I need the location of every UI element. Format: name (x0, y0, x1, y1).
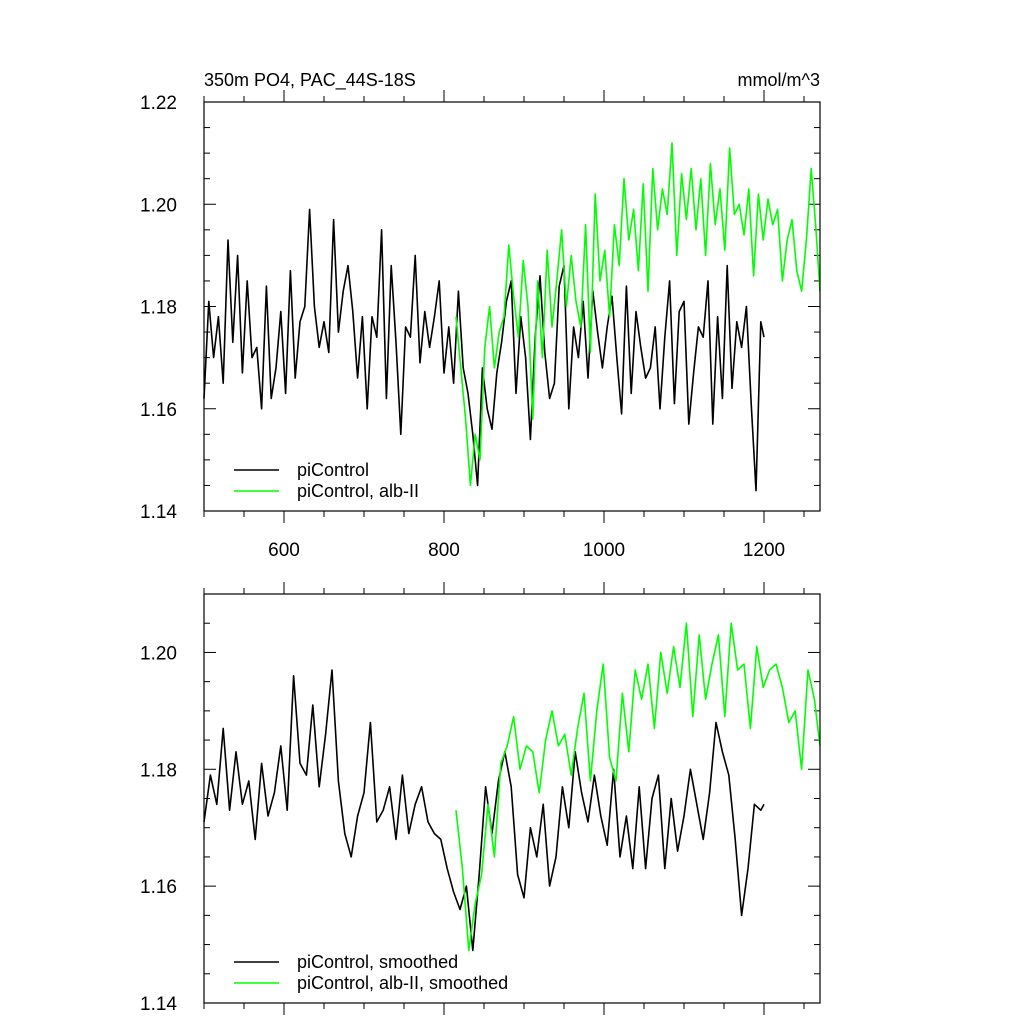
x-tick-label: 600 (268, 540, 300, 561)
y-tick-label: 1.14 (140, 502, 177, 523)
y-tick-label: 1.22 (140, 93, 177, 114)
bottom-panel-ticks: 1.14 1.16 1.18 1.20 (140, 582, 820, 1015)
x-tick-label: 1200 (743, 540, 785, 561)
top-panel-title: 350m PO4, PAC_44S-18S (204, 70, 416, 91)
series-line-picontrol (203, 669, 765, 952)
bottom-panel-frame (203, 593, 821, 1004)
series-line-picontrol (203, 208, 765, 492)
y-tick-label: 1.18 (140, 760, 177, 781)
bottom-panel: 1.14 1.16 1.18 1.20 piControl, smoothed piC… (140, 582, 821, 1015)
legend-label-picontrol: piControl (297, 460, 369, 480)
y-tick-label: 1.16 (140, 877, 177, 898)
y-tick-label: 1.16 (140, 400, 177, 421)
x-tick-label: 800 (428, 540, 460, 561)
y-tick-label: 1.18 (140, 298, 177, 319)
top-panel-units: mmol/m^3 (738, 70, 820, 90)
y-tick-label: 1.14 (140, 994, 177, 1015)
top-panel: 350m PO4, PAC_44S-18S mmol/m^3 1.141.161… (140, 70, 821, 561)
y-tick-label: 1.20 (140, 195, 177, 216)
bottom-panel-legend: piControl, smoothed piControl, alb-II, s… (234, 952, 508, 993)
top-panel-series (203, 142, 821, 492)
legend-label-picontrol-smoothed: piControl, smoothed (297, 952, 458, 972)
top-panel-legend: piControl piControl, alb-II (234, 460, 419, 501)
legend-label-picontrol-alb: piControl, alb-II (297, 481, 419, 501)
series-line-picontrol-alb-ii (455, 142, 821, 487)
top-panel-ticks: 1.14 1.16 1.18 1.20 1.22 600 800 1000 1200 (140, 90, 820, 561)
top-panel-frame (203, 101, 821, 512)
bottom-panel-series (203, 622, 821, 952)
legend-label-picontrol-alb-smoothed: piControl, alb-II, smoothed (297, 973, 508, 993)
series-line-picontrol-alb-ii (455, 622, 821, 952)
x-tick-label: 1000 (583, 540, 625, 561)
y-tick-label: 1.20 (140, 643, 177, 664)
